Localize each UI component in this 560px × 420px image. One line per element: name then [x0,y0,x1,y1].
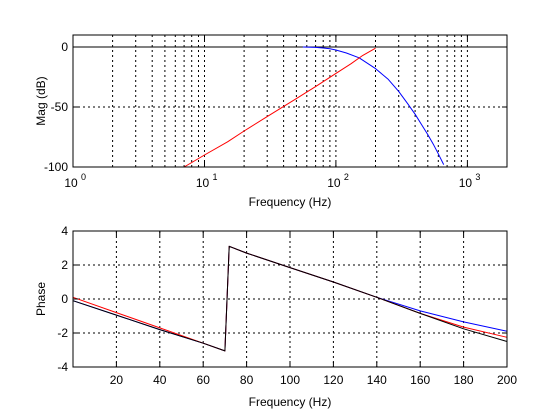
magnitude-plot: 10 0 10 1 10 2 10 30-50-100 Frequency (Hz) Mag … [34,34,508,209]
magnitude-series [183,46,445,168]
magnitude-x-tick-label: 10 [327,176,341,190]
phase-grid [73,231,507,367]
magnitude-series-line-2 [183,47,376,168]
phase-x-tick-label: 140 [367,373,387,387]
phase-series-line-3 [72,245,508,352]
phase-x-tick-label: 100 [280,373,300,387]
magnitude-series-line-1 [302,46,445,165]
phase-x-tick-label: 20 [110,373,124,387]
magnitude-y-tick-label: -100 [44,160,68,174]
phase-y-tick-label: 2 [61,258,68,272]
magnitude-y-tick-label: -50 [51,100,69,114]
magnitude-x-tick-exponent: 3 [475,172,480,182]
magnitude-y-tick-label: 0 [61,40,68,54]
magnitude-y-axis-label: Mag (dB) [34,76,48,125]
magnitude-x-tick-label: 10 [64,176,78,190]
magnitude-axes-box [72,34,508,168]
phase-y-tick-label: -4 [57,360,68,374]
phase-x-tick-label: 200 [497,373,517,387]
phase-series [72,245,508,352]
phase-x-tick-label: 180 [454,373,474,387]
phase-x-tick-label: 80 [240,373,254,387]
magnitude-x-tick-exponent: 0 [81,172,86,182]
phase-x-axis-label: Frequency (Hz) [249,395,332,409]
phase-x-tick-label: 120 [323,373,343,387]
phase-y-axis-label: Phase [34,282,48,316]
magnitude-x-tick-label: 10 [196,176,210,190]
phase-x-tick-label: 60 [197,373,211,387]
magnitude-x-tick-label: 10 [459,176,473,190]
magnitude-x-axis-label: Frequency (Hz) [249,195,332,209]
phase-x-tick-label: 160 [410,373,430,387]
magnitude-grid [73,35,507,167]
phase-y-tick-label: 4 [61,224,68,238]
phase-y-tick-label: -2 [57,326,68,340]
magnitude-ticks: 10 0 10 1 10 2 10 30-50-100 [44,35,507,190]
phase-y-tick-label: 0 [61,292,68,306]
phase-x-tick-label: 40 [153,373,167,387]
magnitude-x-tick-exponent: 2 [344,172,349,182]
magnitude-x-tick-exponent: 1 [213,172,218,182]
